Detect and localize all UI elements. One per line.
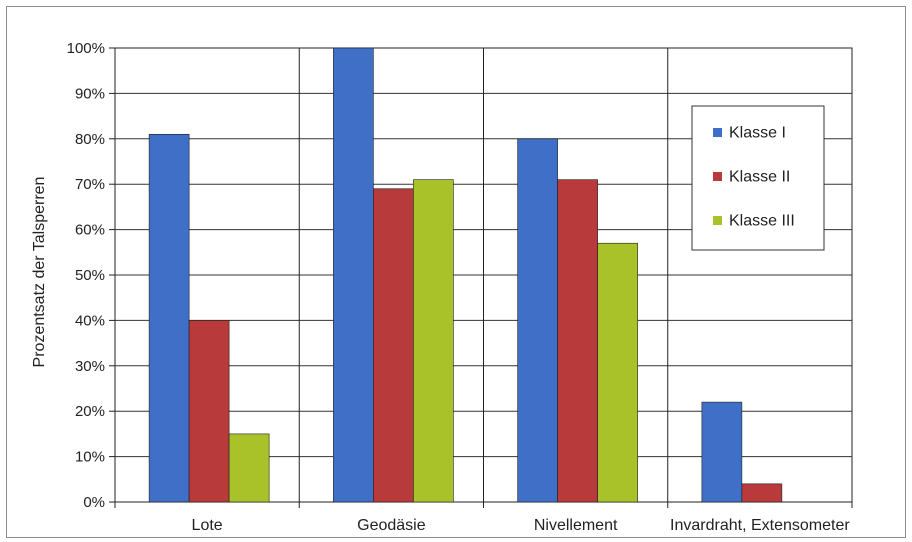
y-tick-label: 70% — [75, 176, 105, 193]
y-axis-label: Prozentsatz der Talsperren — [31, 177, 48, 368]
bar — [701, 401, 743, 503]
bar — [333, 47, 374, 503]
legend-label: Klasse II — [729, 169, 790, 186]
y-tick-label: 50% — [75, 267, 105, 284]
y-tick-label: 10% — [75, 449, 105, 466]
y-tick-label: 30% — [75, 358, 105, 375]
x-tick-label: Lote — [192, 517, 223, 534]
legend: Klasse I Klasse II Klasse III — [691, 105, 825, 251]
y-tick-label: 60% — [75, 222, 105, 239]
bar — [741, 483, 783, 503]
bar — [373, 188, 414, 503]
bar — [188, 320, 230, 503]
bar — [597, 242, 638, 503]
legend-swatch — [713, 128, 722, 137]
legend-label: Klasse III — [729, 213, 795, 230]
x-tick-label: Invardraht, Extensometer — [670, 517, 850, 534]
bar — [413, 179, 454, 503]
y-tick-label: 0% — [83, 494, 105, 511]
bar — [557, 179, 598, 503]
legend-swatch — [713, 216, 722, 225]
y-tick-label: 90% — [75, 85, 105, 102]
legend-swatch — [713, 172, 722, 181]
bar — [148, 133, 190, 503]
y-tick-label: 40% — [75, 312, 105, 329]
y-tick-label: 100% — [67, 40, 105, 57]
x-tick-label: Geodäsie — [357, 517, 426, 534]
bar — [517, 138, 558, 503]
x-tick-label: Nivellement — [534, 517, 618, 534]
axes: 0% 10% 20% 30% 40% 50% 60% 70% 80% 90% 100% Lote Geo… — [67, 40, 853, 534]
legend-label: Klasse I — [729, 125, 786, 142]
y-tick-label: 20% — [75, 403, 105, 420]
bar — [228, 433, 270, 503]
y-tick-label: 80% — [75, 131, 105, 148]
bars — [148, 47, 783, 503]
